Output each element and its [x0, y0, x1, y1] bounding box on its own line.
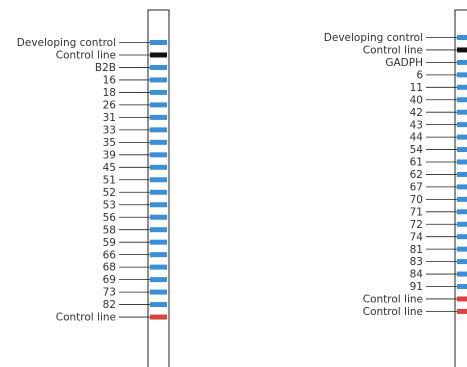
band-label: 43: [410, 119, 423, 131]
band-label: 33: [103, 124, 116, 136]
band-label: 40: [410, 94, 423, 106]
band: [150, 239, 167, 245]
band: [150, 202, 167, 208]
band-label: Control line: [363, 306, 423, 318]
band-label: 42: [410, 107, 423, 119]
band: [457, 209, 467, 215]
band-label: 45: [103, 162, 116, 174]
band-label: 74: [410, 231, 424, 243]
band-label: Developing control: [324, 32, 423, 44]
band: [150, 177, 167, 183]
band: [150, 102, 167, 108]
band: [457, 72, 467, 78]
band-label: 39: [103, 149, 116, 161]
band: [457, 97, 467, 103]
band: [457, 159, 467, 165]
band: [150, 289, 167, 295]
band: [457, 171, 467, 177]
band: [150, 302, 167, 308]
band: [457, 296, 467, 302]
band-label: 72: [410, 219, 423, 231]
band-label: 58: [103, 224, 116, 236]
band: [150, 139, 167, 145]
strip-outline: [147, 9, 170, 367]
band-label: 84: [410, 269, 424, 281]
band: [150, 52, 167, 58]
band: [457, 147, 467, 153]
band: [457, 271, 467, 277]
band: [150, 40, 167, 45]
band-label: 67: [410, 182, 423, 194]
band-label: 61: [410, 157, 423, 169]
band: [457, 234, 467, 240]
strip-outline: [454, 9, 467, 367]
band-label: 44: [410, 132, 424, 144]
band: [457, 284, 467, 289]
band-label: 35: [103, 137, 116, 149]
band: [150, 77, 167, 83]
band-label: 31: [103, 112, 116, 124]
band-label: 11: [410, 82, 423, 94]
band-label: 66: [103, 249, 117, 261]
band: [457, 35, 467, 40]
band: [150, 264, 167, 270]
band: [150, 152, 167, 158]
band: [150, 89, 167, 95]
band: [150, 252, 167, 258]
band-label: 68: [103, 262, 116, 274]
band: [457, 84, 467, 90]
band-label: 18: [103, 87, 116, 99]
band: [457, 47, 467, 53]
band-label: 71: [410, 206, 423, 218]
band-label: B2B: [95, 62, 116, 74]
band: [150, 314, 167, 320]
band-label: Developing control: [17, 37, 116, 49]
band: [150, 227, 167, 233]
band: [457, 196, 467, 202]
band: [150, 164, 167, 170]
band: [457, 59, 467, 65]
band-label: GADPH: [385, 57, 423, 69]
band-label: Control line: [363, 45, 423, 57]
band-label: 82: [103, 299, 116, 311]
band-label: 83: [410, 256, 423, 268]
band-label: Control line: [56, 50, 116, 62]
band: [457, 246, 467, 252]
band: [457, 109, 467, 115]
band-label: 59: [103, 237, 116, 249]
band: [457, 221, 467, 227]
band: [150, 214, 167, 220]
band-label: Control line: [56, 312, 116, 324]
band-label: 70: [410, 194, 423, 206]
band: [150, 127, 167, 133]
band: [457, 122, 467, 128]
band-label: 56: [103, 212, 117, 224]
band: [150, 189, 167, 195]
band-label: 91: [410, 281, 423, 293]
band-label: 69: [103, 274, 116, 286]
band: [457, 308, 467, 314]
band: [150, 114, 167, 120]
band: [457, 134, 467, 140]
band-label: 53: [103, 199, 116, 211]
band-label: 52: [103, 187, 116, 199]
band-label: 51: [103, 174, 116, 186]
band-label: 54: [410, 144, 424, 156]
band-label: 6: [416, 69, 423, 81]
band: [150, 64, 167, 70]
band: [457, 259, 467, 265]
band-label: 26: [103, 100, 117, 112]
band: [150, 277, 167, 283]
band-label: 16: [103, 75, 117, 87]
band: [457, 184, 467, 190]
band-label: Control line: [363, 294, 423, 306]
band-label: 73: [103, 287, 116, 299]
band-label: 81: [410, 244, 423, 256]
band-label: 62: [410, 169, 423, 181]
